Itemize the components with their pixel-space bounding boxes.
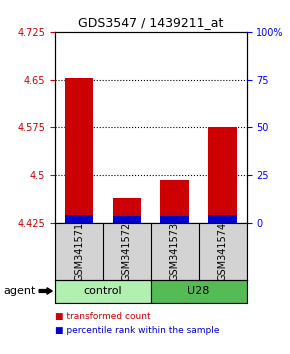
Text: GSM341571: GSM341571 [74,222,84,281]
Text: ■ transformed count: ■ transformed count [55,312,151,321]
Bar [113,198,141,223]
Bar [65,215,93,223]
Bar [208,127,237,223]
Bar [151,280,246,303]
Bar [65,78,93,223]
Text: control: control [84,286,122,296]
Text: U28: U28 [187,286,210,296]
Title: GDS3547 / 1439211_at: GDS3547 / 1439211_at [78,16,224,29]
Bar [160,180,189,223]
Text: agent: agent [3,286,35,296]
Bar [55,280,151,303]
Text: GSM341574: GSM341574 [218,222,228,281]
Text: GSM341573: GSM341573 [170,222,180,281]
Text: ■ percentile rank within the sample: ■ percentile rank within the sample [55,326,220,336]
Bar [208,215,237,223]
Bar [113,216,141,223]
Bar [160,216,189,223]
Text: GSM341572: GSM341572 [122,222,132,281]
